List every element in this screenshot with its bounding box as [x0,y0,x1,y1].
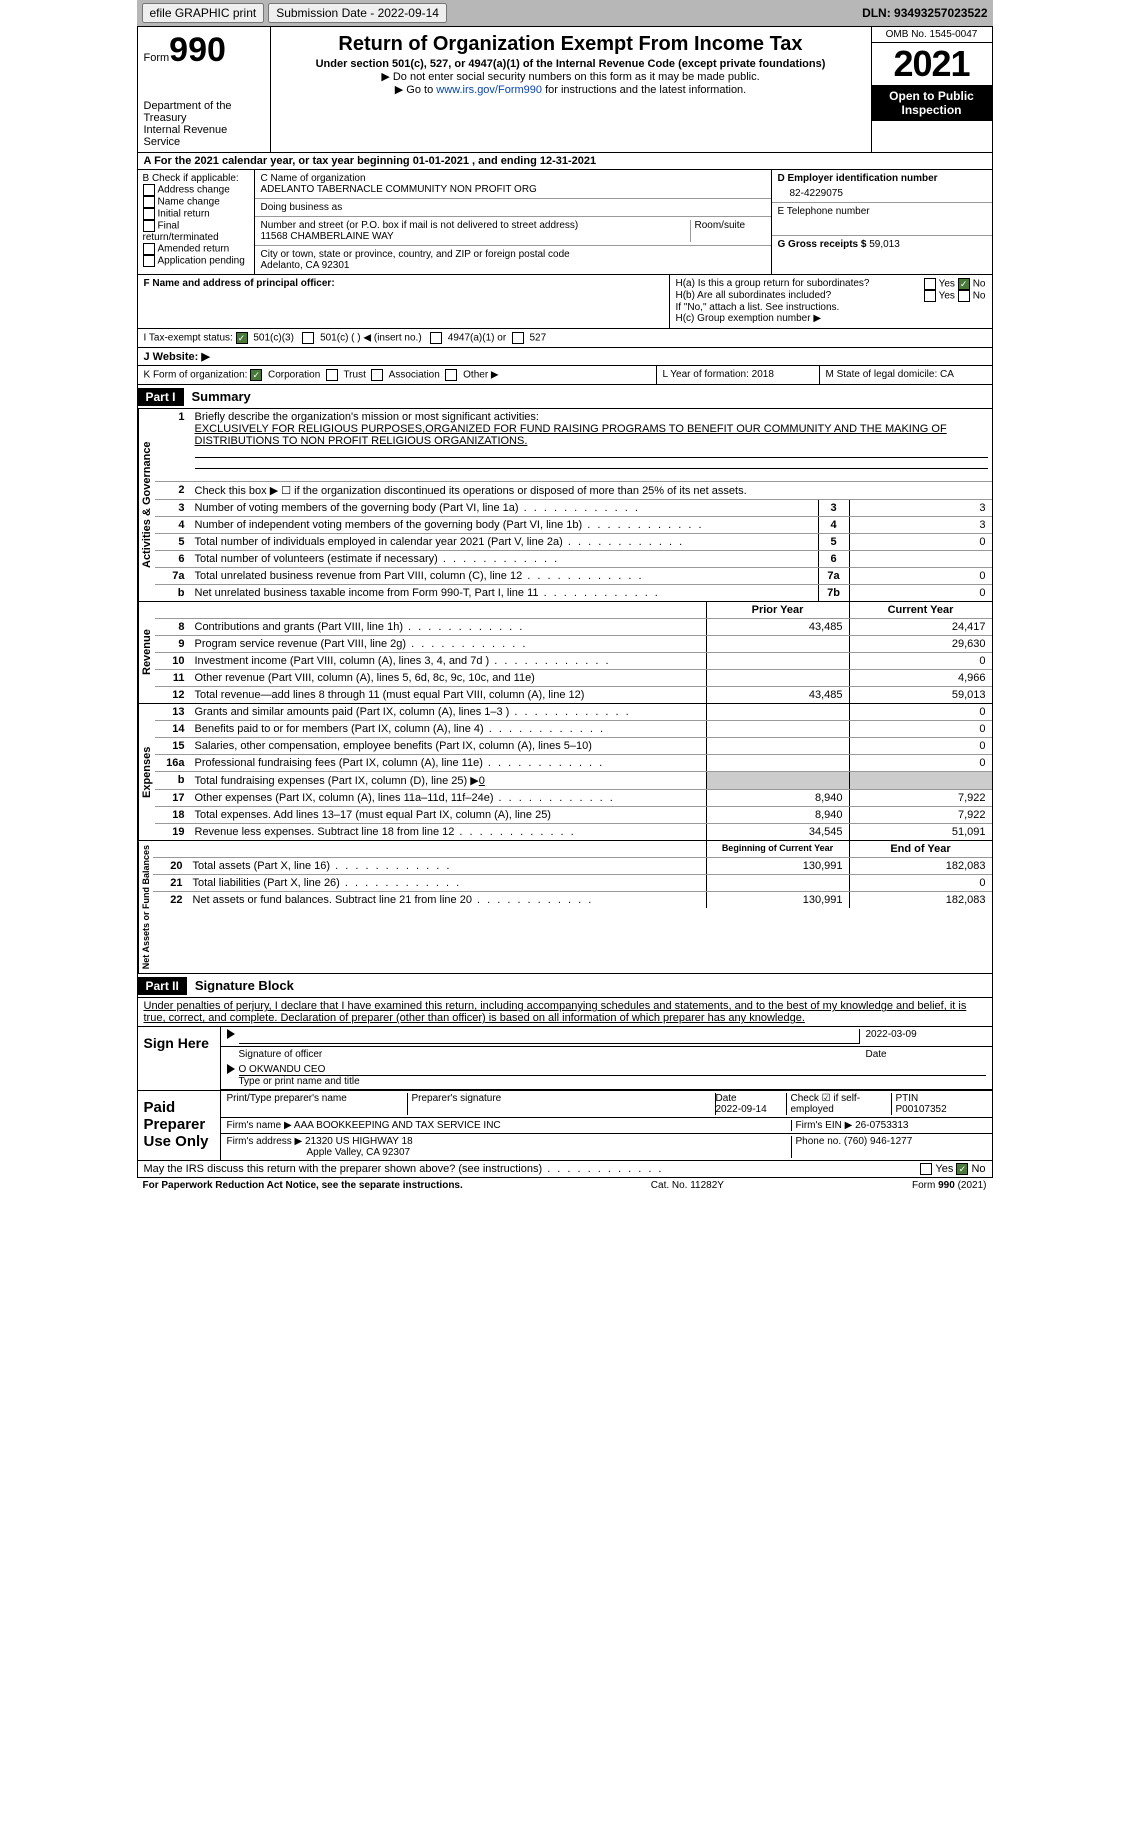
firm-name: AAA BOOKKEEPING AND TAX SERVICE INC [294,1120,501,1131]
side-netassets: Net Assets or Fund Balances [138,841,153,973]
part1-header: Part I [138,388,184,406]
part2-title: Signature Block [187,974,302,997]
org-city: Adelanto, CA 92301 [261,260,765,271]
paid-preparer-label: Paid Preparer Use Only [138,1091,220,1160]
dept-treasury: Department of the Treasury [144,100,264,124]
box-i: I Tax-exempt status: 501(c)(3) 501(c) ( … [138,329,992,347]
form-title: Return of Organization Exempt From Incom… [279,33,863,56]
ein: 82-4229075 [778,184,986,199]
side-activities: Activities & Governance [138,409,155,601]
discuss-row: May the IRS discuss this return with the… [137,1161,993,1178]
form-subtitle: Under section 501(c), 527, or 4947(a)(1)… [279,58,863,70]
irs-link[interactable]: www.irs.gov/Form990 [436,84,542,96]
val-5: 0 [849,534,992,550]
val-7b: 0 [849,585,992,601]
irs-label: Internal Revenue Service [144,124,264,148]
side-revenue: Revenue [138,602,155,703]
box-j: J Website: ▶ [137,348,993,366]
officer-name: O OKWANDU CEO [239,1064,986,1076]
box-c: C Name of organizationADELANTO TABERNACL… [255,170,771,274]
col-current: Current Year [849,602,992,618]
open-inspection: Open to Public Inspection [872,85,992,121]
footer-pra: For Paperwork Reduction Act Notice, see … [143,1180,463,1191]
val-7a: 0 [849,568,992,584]
box-m: M State of legal domicile: CA [820,366,992,384]
line-a: A For the 2021 calendar year, or tax yea… [137,153,993,170]
box-g: G Gross receipts $ 59,013 [772,236,992,253]
efile-print-button[interactable]: efile GRAPHIC print [142,3,265,23]
box-k: K Form of organization: Corporation Trus… [138,366,657,384]
col-prior: Prior Year [706,602,849,618]
note-link: ▶ Go to www.irs.gov/Form990 for instruct… [279,83,863,96]
box-d: D Employer identification number82-42290… [772,170,992,203]
sign-here-label: Sign Here [138,1027,220,1090]
form-number: Form990 [144,31,264,70]
submission-date-button[interactable]: Submission Date - 2022-09-14 [268,3,447,23]
box-h: H(a) Is this a group return for subordin… [670,275,992,328]
note-ssn: ▶ Do not enter social security numbers o… [279,70,863,83]
part2-header: Part II [138,977,187,995]
box-b: B Check if applicable: Address change Na… [138,170,255,274]
footer-form: Form 990 (2021) [912,1180,986,1191]
part1-title: Summary [184,385,259,408]
footer-cat: Cat. No. 11282Y [651,1180,724,1191]
box-l: L Year of formation: 2018 [657,366,820,384]
box-e: E Telephone number [772,203,992,236]
mission-text: EXCLUSIVELY FOR RELIGIOUS PURPOSES,ORGAN… [195,423,947,447]
topbar: efile GRAPHIC print Submission Date - 20… [137,0,993,26]
org-name: ADELANTO TABERNACLE COMMUNITY NON PROFIT… [261,184,765,195]
form-header: Form990 Department of the Treasury Inter… [137,26,993,153]
dln: DLN: 93493257023522 [862,6,987,20]
org-address: 11568 CHAMBERLAINE WAY [261,231,690,242]
val-4: 3 [849,517,992,533]
val-6 [849,551,992,567]
box-f: F Name and address of principal officer: [138,275,670,328]
omb-number: OMB No. 1545-0047 [872,27,992,43]
triangle-icon [227,1064,235,1074]
tax-year: 2021 [872,43,992,85]
gross-receipts: 59,013 [869,239,900,250]
side-expenses: Expenses [138,704,155,840]
val-3: 3 [849,500,992,516]
penalties-text: Under penalties of perjury, I declare th… [137,998,993,1027]
triangle-icon [227,1029,235,1039]
